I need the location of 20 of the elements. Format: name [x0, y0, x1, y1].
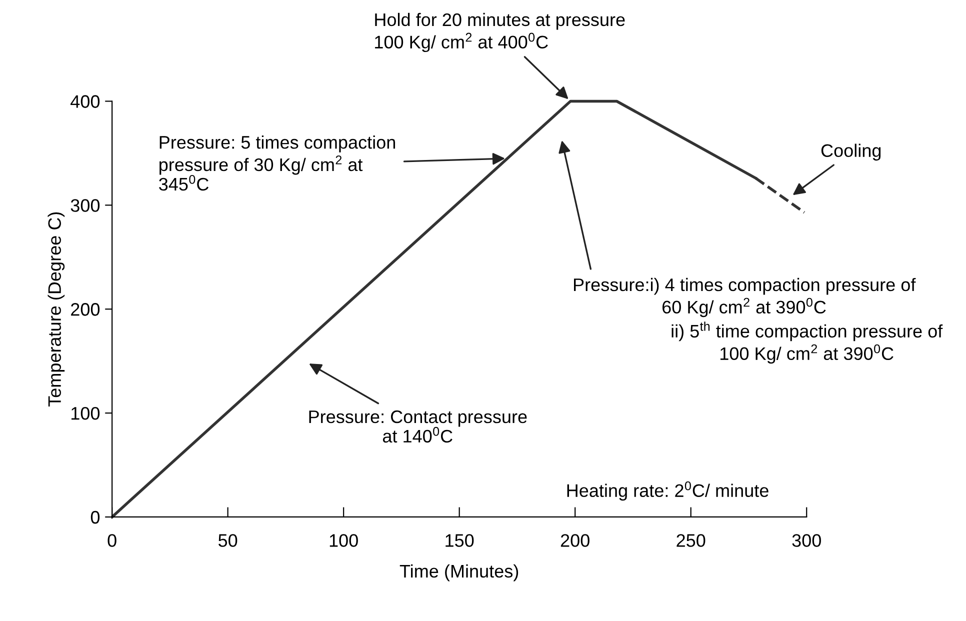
annotation: ii) 5$^{th}$ time compaction pressure of 100 Kg/ cm$^{2}$ at 390$^{0}$C — [672, 322, 943, 364]
annotation: Heating rate: 2$^{0}$C/ minute — [567, 481, 768, 501]
x-axis-title: Time (Minutes) — [400, 564, 518, 582]
x-tick-label: 100 — [330, 534, 358, 547]
y-tick-label: 100 — [72, 406, 100, 420]
text: Pressure: 5 times compaction pressure of 30 Kg/ cm$^{2}$ at 345$^{0}$C — [159, 136, 396, 191]
annotation: Cooling — [821, 144, 881, 161]
y-tick-label: 0 — [90, 510, 100, 524]
x-tick-label: 250 — [676, 534, 706, 547]
annotation: Hold for 20 minutes at pressure 100 Kg/ cm$^{2}$ at 400$^{0}$C — [375, 12, 625, 52]
y-axis-title: Temperature (Degree C) — [48, 212, 65, 407]
x-tick-label: 300 — [792, 534, 821, 547]
x-tick-label: 150 — [446, 534, 474, 547]
y-tick-label: 400 — [70, 95, 100, 108]
y-tick-label: 300 — [70, 199, 100, 212]
x-tick-label: 0 — [108, 534, 116, 547]
x-tick-label: 200 — [560, 534, 590, 547]
annotation: Pressure: Contact pressure at 140$^{0}$C — [309, 410, 527, 443]
x-tick-label: 50 — [218, 534, 238, 547]
y-tick-label: 200 — [71, 303, 100, 316]
